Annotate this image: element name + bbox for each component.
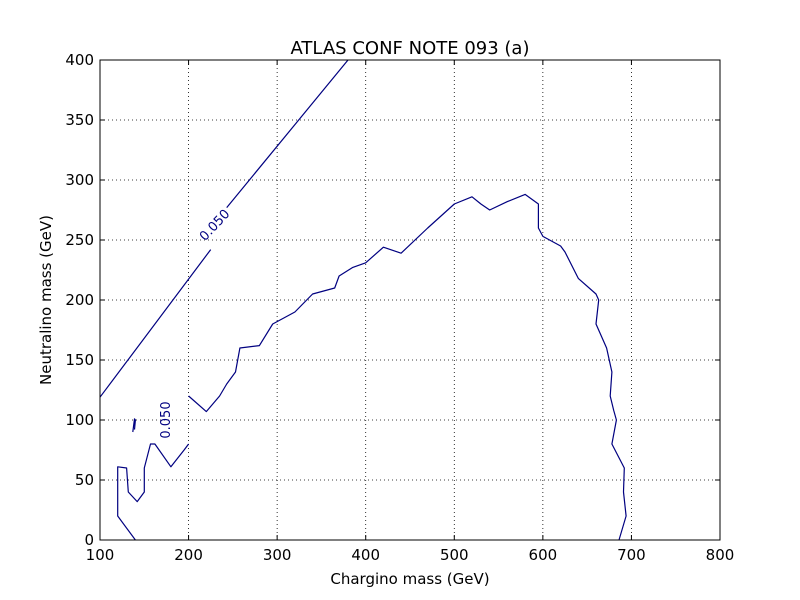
y-tick-label: 400 bbox=[65, 51, 94, 69]
y-axis-label: Neutralino mass (GeV) bbox=[37, 215, 55, 385]
contour-line-1 bbox=[99, 59, 349, 398]
chart-title: ATLAS CONF NOTE 093 (a) bbox=[291, 38, 530, 59]
contour-line-2 bbox=[132, 418, 136, 433]
y-tick-label: 200 bbox=[65, 291, 94, 309]
y-tick-label: 50 bbox=[75, 471, 94, 489]
x-tick-label: 500 bbox=[440, 546, 469, 564]
axis-ticks: 100 200 300 400 500 600 700 800 0 50 100 150 200 250 3… bbox=[65, 51, 734, 564]
x-tick-label: 700 bbox=[617, 546, 646, 564]
x-tick-label: 200 bbox=[174, 546, 203, 564]
x-tick-label: 100 bbox=[86, 546, 115, 564]
y-tick-label: 250 bbox=[65, 231, 94, 249]
contour-line-4 bbox=[188, 193, 627, 541]
y-tick-label: 100 bbox=[65, 411, 94, 429]
grid bbox=[100, 60, 720, 540]
x-axis-label: Chargino mass (GeV) bbox=[330, 570, 489, 588]
contour-label-1: 0.050 bbox=[197, 207, 233, 244]
y-tick-label: 300 bbox=[65, 171, 94, 189]
contour-line-3 bbox=[117, 443, 190, 541]
contour-label-2: 0.050 bbox=[159, 401, 174, 438]
y-tick-label: 150 bbox=[65, 351, 94, 369]
x-tick-label: 400 bbox=[351, 546, 380, 564]
x-tick-label: 300 bbox=[263, 546, 292, 564]
y-tick-label: 0 bbox=[84, 531, 94, 549]
x-tick-label: 600 bbox=[529, 546, 558, 564]
contour-lines bbox=[99, 59, 627, 541]
y-tick-label: 350 bbox=[65, 111, 94, 129]
contour-labels: 0.050 0.050 bbox=[159, 207, 233, 439]
x-tick-label: 800 bbox=[706, 546, 735, 564]
